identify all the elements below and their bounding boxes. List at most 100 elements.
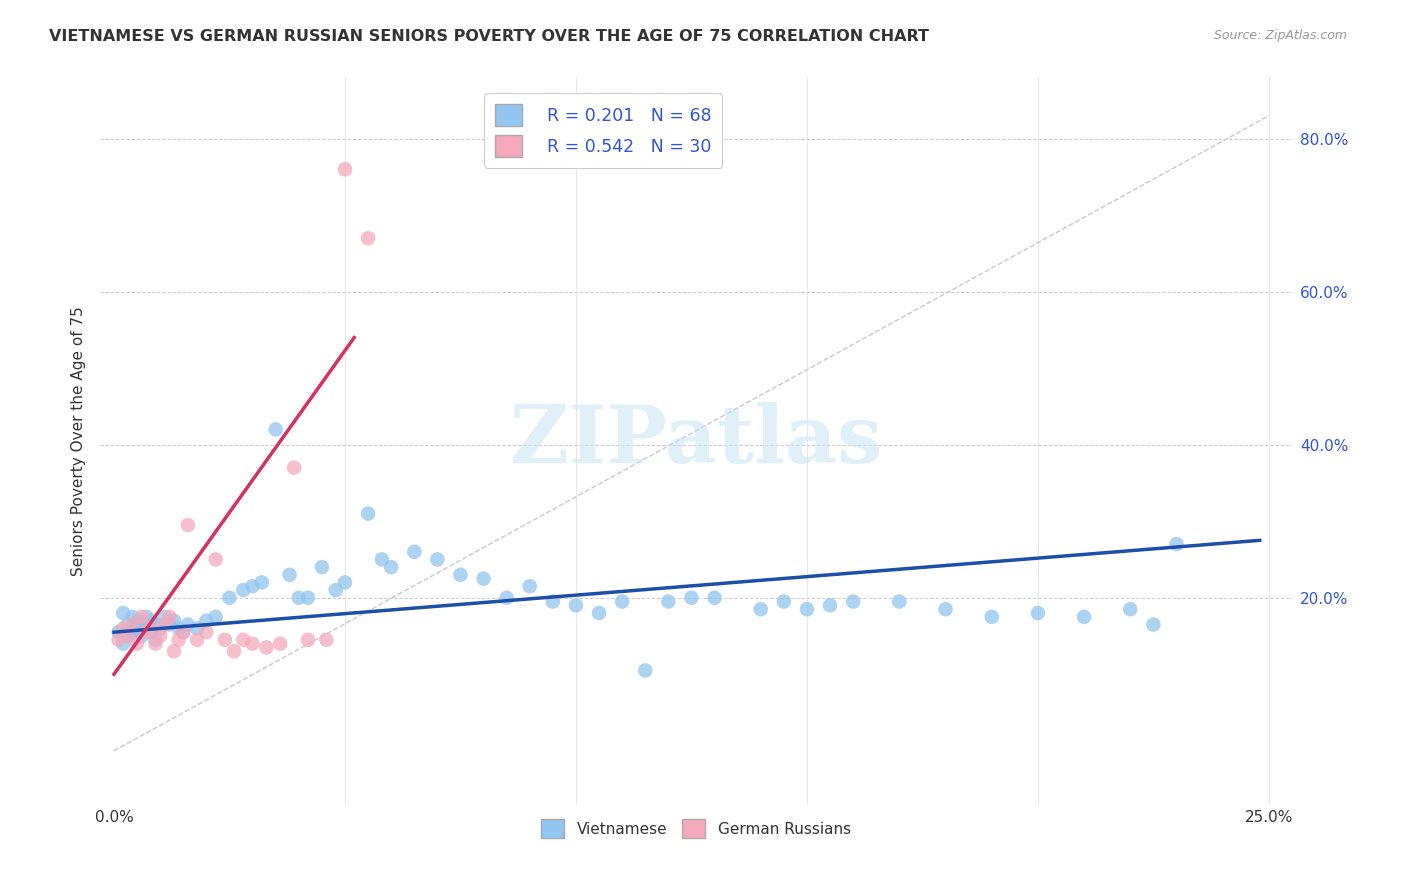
- Point: [214, 632, 236, 647]
- Y-axis label: Seniors Poverty Over the Age of 75: Seniors Poverty Over the Age of 75: [72, 306, 86, 575]
- Point: [131, 629, 153, 643]
- Point: [145, 637, 167, 651]
- Point: [889, 594, 911, 608]
- Point: [980, 610, 1002, 624]
- Point: [283, 460, 305, 475]
- Point: [250, 575, 273, 590]
- Point: [634, 664, 657, 678]
- Point: [186, 632, 208, 647]
- Point: [172, 625, 194, 640]
- Point: [112, 637, 135, 651]
- Point: [371, 552, 394, 566]
- Point: [818, 599, 841, 613]
- Point: [149, 621, 172, 635]
- Point: [149, 629, 172, 643]
- Point: [232, 632, 254, 647]
- Point: [131, 610, 153, 624]
- Point: [135, 610, 157, 624]
- Point: [749, 602, 772, 616]
- Point: [1073, 610, 1095, 624]
- Point: [112, 606, 135, 620]
- Point: [333, 575, 356, 590]
- Point: [681, 591, 703, 605]
- Point: [195, 625, 218, 640]
- Point: [222, 644, 245, 658]
- Point: [139, 614, 162, 628]
- Point: [135, 625, 157, 640]
- Text: Source: ZipAtlas.com: Source: ZipAtlas.com: [1213, 29, 1347, 42]
- Point: [117, 629, 139, 643]
- Point: [121, 625, 143, 640]
- Point: [519, 579, 541, 593]
- Point: [204, 552, 226, 566]
- Point: [278, 567, 301, 582]
- Point: [311, 560, 333, 574]
- Point: [610, 594, 633, 608]
- Point: [131, 617, 153, 632]
- Point: [157, 610, 180, 624]
- Point: [232, 583, 254, 598]
- Point: [495, 591, 517, 605]
- Point: [315, 632, 337, 647]
- Point: [163, 614, 186, 628]
- Point: [204, 610, 226, 624]
- Point: [565, 599, 588, 613]
- Point: [177, 518, 200, 533]
- Point: [472, 572, 495, 586]
- Point: [325, 583, 347, 598]
- Point: [1142, 617, 1164, 632]
- Point: [333, 162, 356, 177]
- Point: [218, 591, 240, 605]
- Point: [1166, 537, 1188, 551]
- Text: VIETNAMESE VS GERMAN RUSSIAN SENIORS POVERTY OVER THE AGE OF 75 CORRELATION CHAR: VIETNAMESE VS GERMAN RUSSIAN SENIORS POV…: [49, 29, 929, 44]
- Point: [242, 579, 264, 593]
- Point: [139, 625, 162, 640]
- Point: [703, 591, 725, 605]
- Point: [117, 617, 139, 632]
- Point: [127, 637, 149, 651]
- Point: [264, 422, 287, 436]
- Point: [167, 621, 190, 635]
- Point: [177, 617, 200, 632]
- Point: [657, 594, 679, 608]
- Point: [121, 617, 143, 632]
- Point: [139, 621, 162, 635]
- Point: [287, 591, 309, 605]
- Text: ZIPatlas: ZIPatlas: [510, 402, 882, 480]
- Point: [135, 621, 157, 635]
- Point: [380, 560, 402, 574]
- Point: [195, 614, 218, 628]
- Point: [588, 606, 610, 620]
- Legend: Vietnamese, German Russians: Vietnamese, German Russians: [536, 814, 856, 844]
- Point: [541, 594, 564, 608]
- Point: [242, 637, 264, 651]
- Point: [107, 632, 129, 647]
- Point: [186, 621, 208, 635]
- Point: [269, 637, 291, 651]
- Point: [297, 591, 319, 605]
- Point: [145, 632, 167, 647]
- Point: [1026, 606, 1049, 620]
- Point: [163, 644, 186, 658]
- Point: [145, 617, 167, 632]
- Point: [426, 552, 449, 566]
- Point: [449, 567, 471, 582]
- Point: [127, 614, 149, 628]
- Point: [796, 602, 818, 616]
- Point: [117, 629, 139, 643]
- Point: [153, 617, 176, 632]
- Point: [357, 231, 380, 245]
- Point: [167, 632, 190, 647]
- Point: [357, 507, 380, 521]
- Point: [127, 621, 149, 635]
- Point: [172, 625, 194, 640]
- Point: [121, 610, 143, 624]
- Point: [254, 640, 277, 655]
- Point: [112, 621, 135, 635]
- Point: [153, 610, 176, 624]
- Point: [1119, 602, 1142, 616]
- Point: [107, 625, 129, 640]
- Point: [934, 602, 956, 616]
- Point: [404, 545, 426, 559]
- Point: [842, 594, 865, 608]
